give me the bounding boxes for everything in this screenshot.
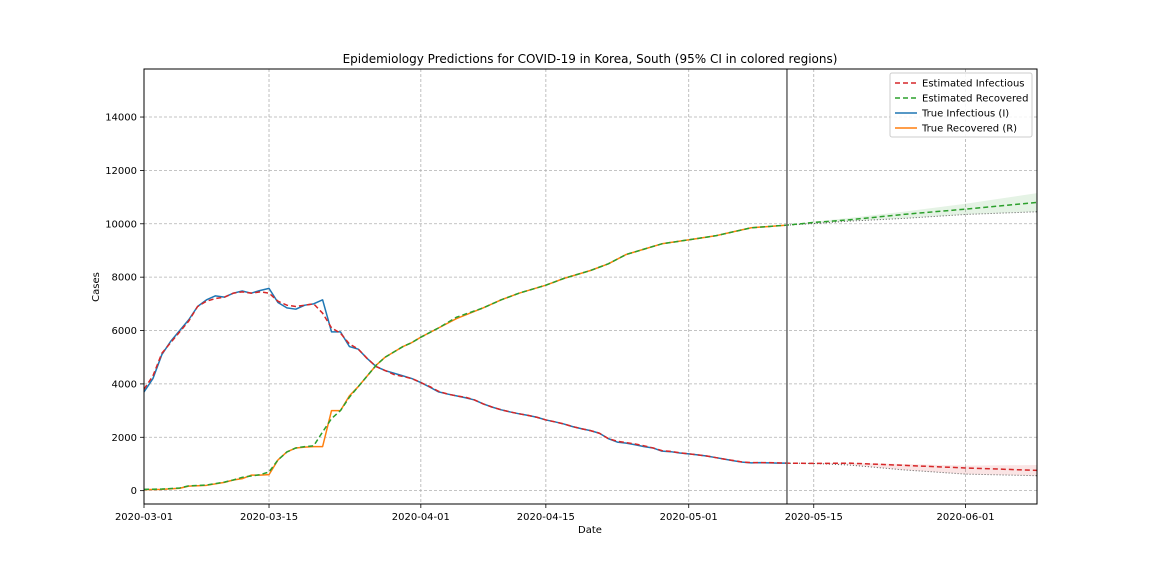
legend-label: Estimated Recovered <box>922 94 1028 105</box>
y-tick-label: 0 <box>131 486 137 497</box>
legend-label: True Infectious (I) <box>921 109 1009 120</box>
y-tick-label: 6000 <box>112 326 137 337</box>
legend-label: True Recovered (R) <box>921 124 1017 135</box>
x-tick-label: 2020-03-15 <box>240 512 298 523</box>
y-axis-label: Cases <box>91 272 102 302</box>
y-tick-label: 10000 <box>105 219 137 230</box>
chart-title: Epidemiology Predictions for COVID-19 in… <box>343 52 838 66</box>
x-tick-label: 2020-06-01 <box>936 512 994 523</box>
series-lines <box>143 201 1038 491</box>
legend-label: Estimated Infectious <box>922 79 1025 90</box>
grid-lines <box>143 69 1037 504</box>
series-line <box>143 201 1038 491</box>
y-tick-label: 14000 <box>105 113 137 124</box>
series-line <box>143 291 1038 472</box>
legend: Estimated Infectious Estimated Recovered T… <box>889 72 1033 138</box>
y-tick-label: 4000 <box>112 379 137 390</box>
x-tick-label: 2020-03-01 <box>115 512 173 523</box>
y-axis-ticks: 0 2000 4000 6000 8000 10000 12000 14000 <box>105 113 144 497</box>
y-tick-label: 2000 <box>112 433 137 444</box>
x-axis-label: Date <box>578 525 602 536</box>
x-tick-label: 2020-05-01 <box>660 512 718 523</box>
x-axis-ticks: 2020-03-01 2020-03-15 2020-04-01 2020-04-15… <box>115 504 995 523</box>
x-tick-label: 2020-04-15 <box>517 512 575 523</box>
x-tick-label: 2020-05-15 <box>785 512 843 523</box>
y-tick-label: 8000 <box>112 273 137 284</box>
x-tick-label: 2020-04-01 <box>392 512 450 523</box>
ci-band <box>786 462 1037 476</box>
y-tick-label: 12000 <box>105 166 137 177</box>
legend-box <box>889 72 1033 138</box>
plot-frame <box>143 68 1038 505</box>
